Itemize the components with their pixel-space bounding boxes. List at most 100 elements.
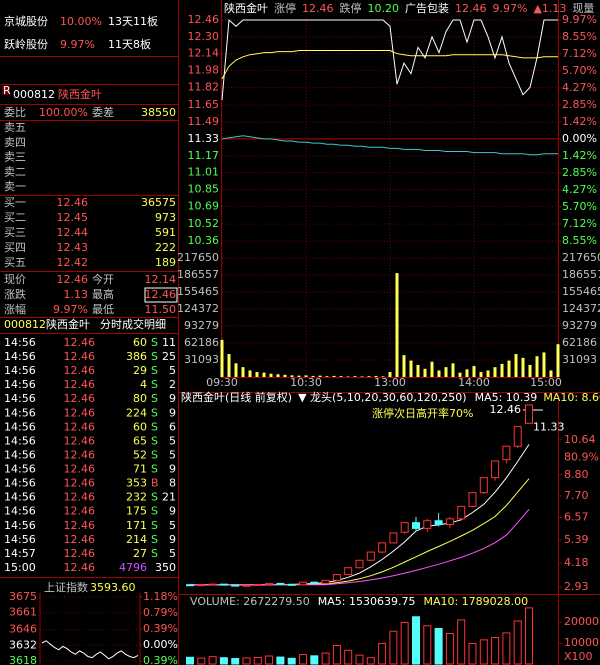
y-tick-label: 10000 (564, 636, 599, 649)
y2-tick-label: 217650 (562, 251, 600, 264)
trade-time: 14:56 (4, 434, 36, 447)
y2-tick-label: 8.55% (562, 30, 597, 43)
x-tick-label: 09:30 (206, 376, 238, 389)
volume-bar (500, 363, 504, 377)
y-tick-label: 10.85 (188, 182, 220, 195)
stat-label: 最低 (92, 303, 114, 316)
candle-body (197, 584, 206, 587)
bid-label: 买五 (4, 256, 26, 269)
header-item: 现量 (572, 2, 594, 15)
price-line (221, 18, 558, 101)
volume-bar (325, 376, 329, 377)
bid-label: 买三 (4, 226, 26, 239)
bid-price: 12.43 (57, 241, 89, 254)
volume-bar (241, 367, 245, 377)
volume-bar (355, 654, 364, 665)
volume-bar (287, 657, 296, 665)
header-item: MA10: 1789028.00 (423, 595, 528, 608)
volume-bar (388, 372, 392, 377)
y-tick-label: 3661 (9, 606, 37, 619)
y-tick-label: 124372 (177, 302, 219, 315)
bid-price: 12.42 (57, 256, 89, 269)
y-tick-label: 11.49 (188, 115, 220, 128)
candle-body (355, 559, 364, 569)
y2-tick-label: 124372 (562, 302, 600, 315)
trade-volume: 175 (126, 505, 147, 518)
volume-bar (445, 633, 454, 665)
volume-bar (549, 370, 553, 377)
bid-price: 12.44 (57, 226, 89, 239)
y2-tick-label: 2.85% (562, 166, 597, 179)
ask-label: 卖一 (4, 180, 26, 193)
trade-count: 9 (169, 533, 176, 546)
y-tick-label: 10.36 (188, 234, 220, 247)
bid-volume: 222 (155, 241, 176, 254)
volume-bar (234, 363, 238, 377)
trade-side: S (151, 336, 158, 349)
trade-price: 12.46 (64, 378, 96, 391)
x-tick-label: 15:00 (530, 376, 562, 389)
trade-side: S (151, 519, 158, 532)
volume-bar (332, 375, 336, 377)
volume-bar (353, 376, 357, 377)
stock-code: 000812 (13, 88, 55, 101)
trade-time: 14:56 (4, 448, 36, 461)
trade-price: 12.46 (64, 505, 96, 518)
trade-price: 12.46 (64, 364, 96, 377)
volume-bar (521, 357, 525, 377)
volume-bar (344, 649, 353, 665)
trade-volume: 80 (133, 392, 147, 405)
trade-side: S (151, 547, 158, 560)
y-tick-label: 11.33 (188, 132, 220, 145)
trade-count: 5 (169, 448, 176, 461)
volume-bar (265, 655, 274, 665)
y-tick-label: 20000 (564, 615, 599, 628)
trade-price: 12.46 (64, 434, 96, 447)
candle-body (366, 551, 375, 561)
volume-bar (360, 376, 364, 377)
stat-value: 11.50 (145, 303, 177, 316)
trade-volume: 60 (133, 420, 147, 433)
badge: R (3, 84, 11, 97)
stat-value: 9.97% (53, 303, 88, 316)
y2-tick-label: 1.18% (143, 590, 178, 603)
y2-tick-label: 1.42% (562, 149, 597, 162)
y-tick-label: 7.70 (564, 489, 589, 502)
stat-label: 涨跌 (4, 287, 26, 301)
trade-price: 12.46 (64, 392, 96, 405)
volume-bar (381, 376, 385, 377)
header-item: 10.20 (368, 2, 400, 15)
volume-bar (468, 642, 477, 665)
volume-bar (423, 368, 427, 377)
volume-bar (434, 628, 443, 665)
trade-count: 9 (169, 463, 176, 476)
trade-volume: 214 (126, 533, 147, 546)
y-tick-label: 31093 (184, 353, 219, 366)
volume-bar (311, 375, 315, 377)
y-tick-label: 4.18 (564, 556, 589, 569)
kline-indicator: ▼ 龙头(5,10,20,30,60,120,250) (298, 391, 467, 404)
volume-bar (366, 657, 375, 665)
stat-label: 最高 (92, 287, 114, 301)
x-tick-label: 13:00 (374, 376, 406, 389)
trade-count: 21 (162, 491, 176, 504)
volume-bar (528, 364, 532, 377)
candle-body (412, 522, 420, 529)
y-tick-label: 11.17 (188, 149, 220, 162)
trades-title: 分时成交明细 (100, 317, 166, 331)
volume-bar (231, 658, 240, 665)
trade-side: S (151, 491, 158, 504)
trade-count: 9 (169, 505, 176, 518)
trade-time: 14:57 (4, 547, 36, 560)
y2-tick-label: 93279 (562, 319, 597, 332)
volume-bar (479, 639, 488, 665)
trades-code: 000812 (4, 318, 46, 331)
ask-label: 卖二 (4, 165, 26, 178)
badge-box (2, 86, 10, 95)
volume-bar (297, 375, 301, 377)
volume-bar (290, 375, 294, 377)
y-tick-label: 217650 (177, 251, 219, 264)
trade-time: 14:56 (4, 336, 36, 349)
y-tick-label: 8.80 (564, 468, 589, 481)
